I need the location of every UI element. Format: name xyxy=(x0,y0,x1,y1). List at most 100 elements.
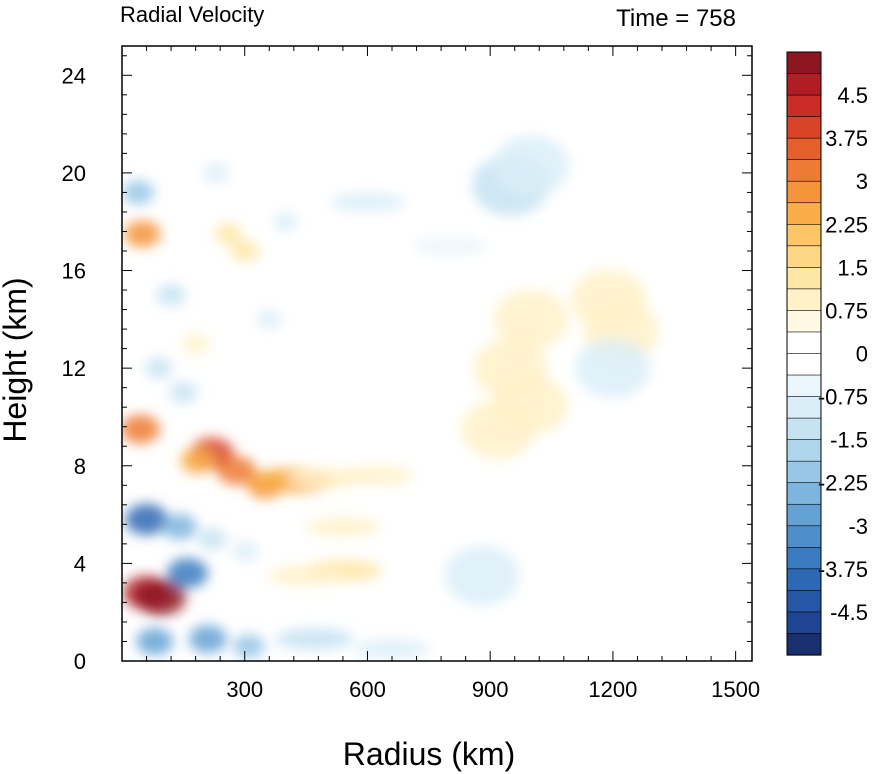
velocity-cell-26 xyxy=(203,162,230,183)
velocity-contours xyxy=(122,135,659,659)
colorbar-swatch xyxy=(786,116,822,139)
velocity-cell-44 xyxy=(182,333,209,354)
colorbar-swatch xyxy=(786,73,822,96)
velocity-cell-9 xyxy=(216,456,257,486)
colorbar-swatch xyxy=(786,547,822,570)
colorbar-label: -0.75 xyxy=(818,385,868,410)
colorbar-swatch xyxy=(786,94,822,118)
velocity-cell-22 xyxy=(197,527,227,550)
colorbar-swatch xyxy=(786,223,822,247)
colorbar-swatch xyxy=(786,525,822,548)
colorbar-swatch xyxy=(786,482,822,505)
colorbar-swatch xyxy=(786,288,822,312)
velocity-cell-4 xyxy=(161,513,197,540)
velocity-cell-1 xyxy=(135,579,186,616)
colorbar-swatch xyxy=(786,159,822,182)
y-tick-label: 4 xyxy=(74,551,86,576)
velocity-cell-36 xyxy=(570,269,647,330)
velocity-cell-40 xyxy=(444,545,520,606)
velocity-cell-42 xyxy=(156,283,186,306)
y-tick-label: 8 xyxy=(74,454,86,479)
colorbar-swatch xyxy=(786,137,822,161)
colorbar-swatch xyxy=(786,417,822,441)
velocity-cell-34 xyxy=(493,289,569,349)
x-tick-label: 900 xyxy=(472,677,509,702)
plot-frame xyxy=(121,45,753,662)
colorbar-swatch xyxy=(786,331,822,355)
x-tick-label: 300 xyxy=(226,677,263,702)
y-tick-label: 16 xyxy=(62,259,86,284)
colorbar-swatch xyxy=(786,503,822,527)
y-axis-ticks: 0 4 8 12 16 20 24 xyxy=(62,55,752,674)
chart-title: Radial Velocity xyxy=(120,2,264,27)
colorbar-label: 0.75 xyxy=(825,298,868,323)
colorbar-swatch xyxy=(786,202,822,225)
velocity-cell-25 xyxy=(230,240,259,262)
velocity-cell-21 xyxy=(354,639,430,659)
velocity-cell-12 xyxy=(180,447,216,474)
velocity-cell-14 xyxy=(338,465,414,486)
colorbar-swatch xyxy=(786,51,822,75)
velocity-cell-16 xyxy=(268,565,345,586)
x-tick-label: 1200 xyxy=(588,677,637,702)
colorbar-swatch xyxy=(786,374,822,398)
colorbar-swatch xyxy=(786,396,822,419)
colorbar-frame xyxy=(786,51,822,656)
y-tick-label: 20 xyxy=(62,161,86,186)
colorbar-swatch xyxy=(786,439,822,462)
velocity-cell-38 xyxy=(493,375,569,435)
velocity-cell-7 xyxy=(122,180,155,205)
colorbar-swatch xyxy=(786,611,822,635)
x-axis-ticks: 300 600 900 1200 1500 xyxy=(146,46,760,702)
colorbar-label: -4.5 xyxy=(830,600,868,625)
colorbar-label: -2.25 xyxy=(818,471,868,496)
velocity-cell-28 xyxy=(330,192,405,212)
velocity-cell-31 xyxy=(412,236,487,256)
colorbar-label: 2.25 xyxy=(825,212,868,237)
colorbar-swatch xyxy=(786,245,822,268)
colorbar-label: 3.75 xyxy=(825,126,868,151)
colorbar-swatch xyxy=(786,180,822,204)
colorbar-swatch xyxy=(786,267,822,290)
x-axis-label: Radius (km) xyxy=(343,736,515,772)
velocity-cell-17 xyxy=(136,627,174,656)
colorbar-label: -3.75 xyxy=(818,557,868,582)
chart-subtitle: Time = 758 xyxy=(616,5,736,32)
colorbar-swatch xyxy=(786,310,822,333)
x-tick-label: 1500 xyxy=(711,677,760,702)
velocity-cell-30 xyxy=(493,135,570,196)
velocity-cell-32 xyxy=(256,309,282,329)
colorbar-swatch xyxy=(786,568,822,591)
velocity-cell-19 xyxy=(232,634,265,659)
velocity-cell-45 xyxy=(169,381,198,404)
colorbar-swatch xyxy=(786,633,822,656)
velocity-cell-18 xyxy=(188,625,227,654)
colorbar: 4.5 3.75 3 2.25 1.5 0.75 0 -0.75 -1.5 -2.25 -3 -3.7… xyxy=(786,51,868,656)
velocity-cell-3 xyxy=(166,558,208,589)
y-tick-label: 0 xyxy=(74,649,86,674)
velocity-cell-23 xyxy=(231,541,258,562)
velocity-cell-24 xyxy=(214,223,242,245)
velocity-cell-39 xyxy=(575,338,651,398)
colorbar-swatch xyxy=(786,460,822,484)
colorbar-label: -1.5 xyxy=(830,428,868,453)
plot-background xyxy=(122,46,752,661)
velocity-cell-27 xyxy=(273,212,299,232)
colorbar-label: -3 xyxy=(848,514,868,539)
velocity-cell-2 xyxy=(125,503,168,536)
y-tick-label: 24 xyxy=(62,63,86,88)
velocity-cell-20 xyxy=(275,628,354,650)
heatmap-field xyxy=(122,46,752,661)
velocity-cell-5 xyxy=(122,414,161,444)
colorbar-label: 4.5 xyxy=(837,83,868,108)
velocity-cell-41 xyxy=(305,517,381,537)
velocity-cell-43 xyxy=(145,357,173,379)
colorbar-label: 3 xyxy=(856,169,868,194)
colorbar-label: 1.5 xyxy=(837,255,868,280)
colorbar-swatch xyxy=(786,353,822,376)
y-tick-label: 12 xyxy=(62,356,86,381)
x-tick-label: 600 xyxy=(349,677,386,702)
y-axis-label: Height (km) xyxy=(0,277,33,442)
colorbar-label: 0 xyxy=(856,342,868,367)
